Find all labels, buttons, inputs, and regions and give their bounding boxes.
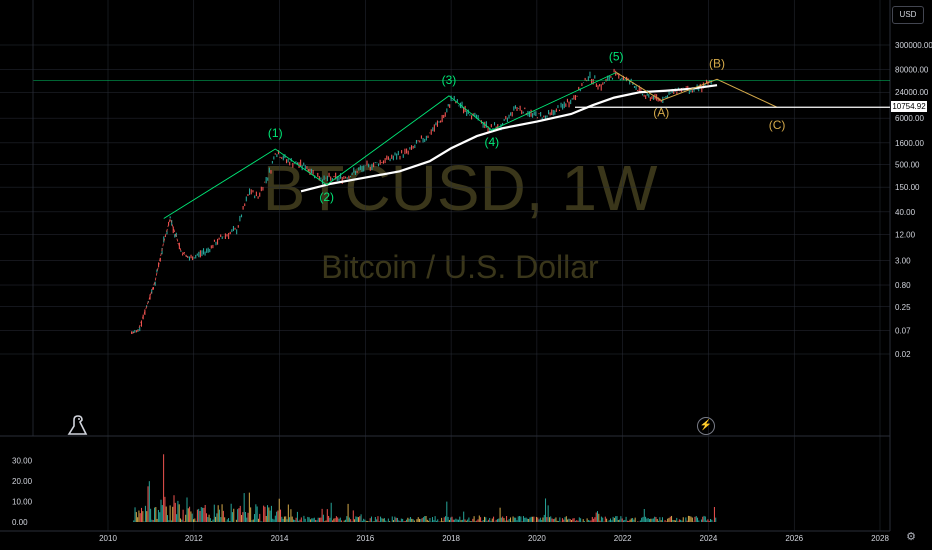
price-tick-label: 6000.00 bbox=[895, 114, 924, 123]
volume-tick-label: 30.00 bbox=[12, 456, 33, 465]
watermark-symbol: BTCUSD, 1W bbox=[263, 152, 658, 224]
wave-label: (4) bbox=[485, 135, 500, 149]
grid-lines bbox=[0, 0, 890, 531]
price-tick-label: 300000.00 bbox=[895, 41, 932, 50]
lightning-bolt-icon[interactable]: ⚡ bbox=[697, 417, 715, 435]
wave-label: (1) bbox=[268, 126, 283, 140]
price-tick-label: 0.25 bbox=[895, 303, 911, 312]
wave-label: (B) bbox=[709, 56, 725, 70]
time-axis-ticks: 2010 2012 2014 2016 2018 2020 2022 2024 2026 2028 bbox=[99, 534, 889, 543]
wave-label: (3) bbox=[442, 73, 457, 87]
elliott-wave-lines bbox=[32, 0, 890, 436]
time-tick-label: 2014 bbox=[271, 534, 289, 543]
price-tick-label: 80000.00 bbox=[895, 66, 929, 75]
price-tick-label: 12.00 bbox=[895, 230, 916, 239]
price-tick-label: 0.07 bbox=[895, 327, 911, 336]
price-tick-label: 0.80 bbox=[895, 281, 911, 290]
price-tick-label: 1600.00 bbox=[895, 139, 924, 148]
price-tick-label: 0.02 bbox=[895, 350, 911, 359]
price-tick-label: 150.00 bbox=[895, 183, 920, 192]
corrective-wave-path bbox=[615, 72, 778, 108]
wave-label: (A) bbox=[653, 105, 669, 119]
moving-average-line bbox=[300, 84, 718, 193]
price-tick-label: 40.00 bbox=[895, 208, 916, 217]
time-tick-label: 2012 bbox=[185, 534, 203, 543]
time-tick-label: 2010 bbox=[99, 534, 117, 543]
time-tick-label: 2022 bbox=[614, 534, 632, 543]
time-tick-label: 2026 bbox=[785, 534, 803, 543]
wave-label: (5) bbox=[609, 49, 624, 63]
volume-tick-label: 20.00 bbox=[12, 477, 33, 486]
volume-bars bbox=[133, 454, 717, 522]
price-tick-label: 24000.00 bbox=[895, 88, 929, 97]
tradingview-dino-icon[interactable] bbox=[66, 412, 88, 436]
price-axis-ticks: 300000.00 80000.00 24000.00 6000.00 1600.00 5… bbox=[895, 41, 932, 359]
early-trend-line bbox=[131, 217, 190, 334]
wave-label: (C) bbox=[769, 118, 786, 132]
time-tick-label: 2016 bbox=[356, 534, 374, 543]
time-tick-label: 2028 bbox=[871, 534, 889, 543]
volume-tick-label: 10.00 bbox=[12, 497, 33, 506]
impulse-wave-path bbox=[163, 72, 617, 219]
time-tick-label: 2020 bbox=[528, 534, 546, 543]
elliott-wave-labels: (1) (2) (3) (4) (5) (A) (B) (C) bbox=[268, 49, 785, 203]
price-tick-label: 3.00 bbox=[895, 256, 911, 265]
currency-button[interactable]: USD bbox=[892, 6, 924, 24]
last-price-tag: 10754.92 bbox=[891, 101, 927, 112]
time-tick-label: 2018 bbox=[442, 534, 460, 543]
wave-label: (2) bbox=[319, 190, 334, 204]
moving-average-path bbox=[300, 84, 718, 193]
volume-axis-ticks: 30.00 20.00 10.00 0.00 bbox=[12, 456, 33, 527]
gear-icon[interactable]: ⚙ bbox=[906, 531, 916, 543]
price-tick-label: 500.00 bbox=[895, 161, 920, 170]
volume-tick-label: 0.00 bbox=[12, 518, 28, 527]
watermark-description: Bitcoin / U.S. Dollar bbox=[321, 249, 599, 285]
price-series bbox=[131, 68, 712, 334]
time-tick-label: 2024 bbox=[700, 534, 718, 543]
